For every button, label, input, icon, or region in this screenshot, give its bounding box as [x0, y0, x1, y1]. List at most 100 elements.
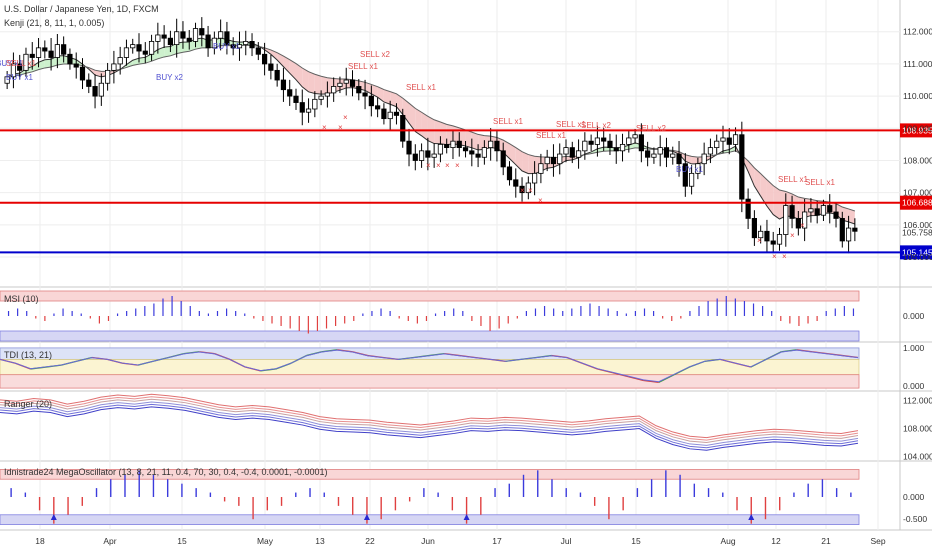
- candle-body: [42, 47, 48, 52]
- candle-body: [117, 57, 123, 65]
- cloud-segment: [434, 119, 441, 144]
- candle-body: [739, 134, 745, 200]
- band: [0, 290, 860, 302]
- time-tick-label: Jun: [421, 536, 435, 546]
- megaoscillator-title: Idnistrade24 MegaOscillator (13, 8, 21, …: [4, 467, 328, 477]
- candle-body: [331, 86, 337, 94]
- time-tick-label: Jul: [561, 536, 572, 546]
- price-tick-label: 107.000: [903, 188, 932, 198]
- candle-body: [73, 63, 79, 68]
- candle-body: [224, 31, 230, 46]
- tdi-signal-line: [0, 349, 859, 383]
- candle-body: [670, 153, 676, 158]
- buy-signal: BUY x1: [0, 59, 24, 68]
- candle-body: [751, 218, 757, 239]
- cloud-segment: [44, 59, 52, 68]
- candle-body: [356, 86, 362, 94]
- candle-body: [123, 47, 130, 58]
- band: [0, 514, 860, 525]
- candle-body: [343, 79, 349, 84]
- candle-body: [494, 140, 500, 152]
- level-label: 108.935: [902, 125, 932, 135]
- candle-body: [249, 41, 255, 49]
- candle-body: [619, 143, 626, 152]
- cloud-segment: [603, 147, 610, 152]
- candle-body: [450, 140, 456, 149]
- stop-marker: ×: [782, 252, 787, 261]
- last-price-label: 105.758: [902, 228, 932, 238]
- candle-body: [607, 140, 613, 149]
- price-tick-label: 109.000: [903, 123, 932, 133]
- candle-body: [425, 150, 431, 158]
- cloud-segment: [25, 66, 33, 74]
- price-tick-label: 108.000: [903, 155, 932, 165]
- candle-body: [506, 166, 513, 181]
- candle-body: [400, 115, 406, 142]
- candle-body: [199, 28, 205, 36]
- candle-body: [274, 69, 280, 81]
- time-tick-label: Apr: [103, 536, 116, 546]
- level-badge: [900, 245, 932, 260]
- candle-body: [632, 134, 638, 139]
- price-tick-label: 105.000: [903, 252, 932, 262]
- pane-tick-label: 104.000: [903, 452, 932, 462]
- cloud-segment: [409, 103, 416, 132]
- price-axis[interactable]: 112.000 111.000 110.000 109.000 108.000 107.0…: [903, 27, 932, 524]
- stop-marker: ×: [520, 186, 525, 195]
- candle-body: [10, 63, 17, 78]
- stop-marker: ×: [343, 113, 348, 122]
- candle-body: [575, 150, 582, 158]
- sell-signal: SELL x1: [493, 117, 523, 126]
- stop-marker: ×: [436, 161, 441, 170]
- candle-body: [764, 230, 770, 242]
- candle-body: [500, 150, 506, 168]
- candle-body: [469, 150, 475, 155]
- candle-body: [726, 137, 732, 145]
- candle-body: [588, 140, 594, 145]
- candle-body: [802, 211, 808, 229]
- cloud-segment: [283, 56, 290, 74]
- candle-body: [105, 69, 111, 84]
- candle-body: [79, 66, 86, 81]
- time-axis[interactable]: 18 Apr 15 May 13 22 Jun 17 Jul 15 Aug 12 21 Sep: [35, 536, 886, 546]
- cloud-segment: [277, 52, 284, 67]
- candlestick-series: [4, 17, 858, 254]
- candle-body: [833, 211, 839, 219]
- candle-body: [148, 41, 155, 55]
- candle-body: [167, 37, 174, 46]
- buy-signal: BUY x2: [156, 73, 184, 82]
- sell-signal: SELL x1: [556, 120, 586, 129]
- time-tick-label: 12: [771, 536, 781, 546]
- buy-arrow-marker: [363, 514, 370, 520]
- kenji-cloud: [6, 37, 856, 225]
- candle-body: [218, 31, 224, 39]
- candle-body: [205, 34, 211, 49]
- cloud-segment: [421, 112, 428, 141]
- candle-body: [626, 137, 632, 145]
- cloud-segment: [189, 38, 196, 52]
- cloud-segment: [836, 203, 843, 221]
- candle-body: [594, 137, 601, 145]
- cloud-segment: [415, 108, 422, 136]
- candle-body: [437, 143, 444, 155]
- stop-marker: ×: [538, 196, 543, 205]
- candle-body: [54, 44, 60, 58]
- candle-body: [236, 44, 243, 49]
- level-label: 106.688: [902, 198, 932, 208]
- candle-body: [645, 150, 651, 158]
- candle-body: [770, 240, 776, 245]
- candle-body: [130, 44, 136, 49]
- slow-ma-line: [7, 44, 856, 212]
- pane-tick-label: 0.000: [903, 492, 925, 502]
- candle-body: [17, 63, 23, 71]
- band: [0, 330, 860, 342]
- price-tick-label: 106.000: [903, 220, 932, 230]
- candle-body: [180, 31, 186, 39]
- candle-body: [758, 230, 764, 239]
- candle-body: [557, 153, 563, 165]
- pane-tick-label: 1.000: [903, 343, 925, 353]
- buy-arrow-marker: [50, 514, 57, 520]
- cloud-segment: [471, 132, 479, 150]
- cloud-segment: [748, 160, 755, 187]
